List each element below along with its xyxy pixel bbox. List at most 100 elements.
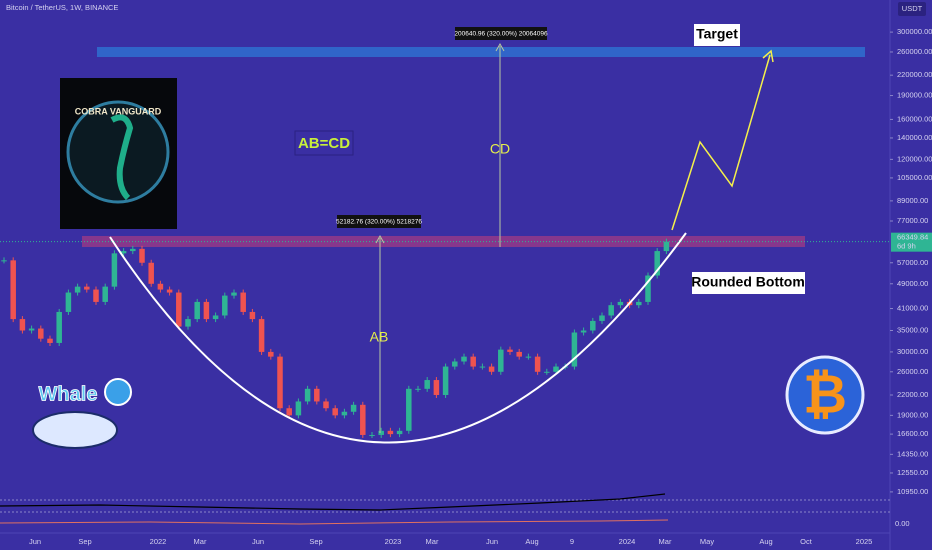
candle — [194, 301, 200, 320]
candle — [663, 241, 670, 252]
candle — [47, 338, 53, 343]
candle — [442, 366, 449, 395]
candle — [323, 401, 329, 409]
target-box — [694, 24, 740, 46]
candle — [28, 328, 35, 331]
candle — [56, 311, 62, 343]
y-tick-label: 35000.00 — [897, 325, 928, 334]
candle — [452, 361, 458, 367]
candle — [268, 351, 274, 357]
y-tick-label: 19000.00 — [897, 410, 928, 419]
candle — [433, 380, 440, 395]
candle — [185, 319, 191, 327]
candle — [148, 262, 154, 284]
candle — [571, 332, 578, 367]
x-tick-label: Mar — [659, 537, 672, 546]
cd-label: CD — [490, 141, 510, 157]
btc-symbol: ₿ — [803, 364, 847, 424]
abcd-box — [294, 130, 354, 156]
y-tick-label: 300000.00 — [897, 27, 932, 36]
candle — [636, 301, 642, 306]
candle — [341, 411, 348, 416]
candle — [249, 311, 256, 320]
cd-measure: 200640.96 (320.00%) 20064096 — [454, 31, 548, 38]
x-tick-label: 9 — [570, 537, 574, 546]
last-price-label: 66349.84 — [897, 233, 928, 242]
x-tick-label: Sep — [309, 537, 322, 546]
candle — [461, 356, 467, 362]
candle — [203, 301, 210, 320]
projection-path — [671, 54, 771, 231]
whale-badge — [104, 378, 132, 406]
candle — [396, 430, 403, 435]
pattern-box — [692, 272, 805, 294]
y-tick-label: 140000.00 — [897, 133, 932, 142]
symbol-title: Bitcoin / TetherUS, 1W, BINANCE — [6, 3, 118, 12]
candle — [111, 253, 118, 287]
y-tick-label: 120000.00 — [897, 154, 932, 163]
candle — [102, 286, 108, 302]
x-tick-label: Aug — [759, 537, 772, 546]
candle — [544, 371, 550, 373]
measure-box — [455, 27, 547, 40]
candles — [1, 238, 670, 438]
candle — [608, 305, 614, 316]
candle — [516, 351, 522, 357]
indicator-line — [0, 519, 669, 525]
y-tick-label: 41000.00 — [897, 304, 928, 313]
candle — [378, 430, 384, 435]
candle — [553, 366, 559, 372]
candle — [157, 283, 164, 290]
x-tick-label: Aug — [525, 537, 538, 546]
y-tick-label: 89000.00 — [897, 196, 928, 205]
candle — [424, 380, 430, 389]
candle — [212, 315, 219, 320]
candle — [10, 260, 16, 320]
x-tick-label: Jun — [29, 537, 41, 546]
y-tick-label: 57000.00 — [897, 258, 928, 267]
y-tick-label: 16600.00 — [897, 429, 928, 438]
candle — [65, 292, 72, 312]
x-tick-label: May — [700, 537, 714, 546]
candle — [231, 292, 237, 296]
candle — [84, 286, 90, 290]
candle — [19, 319, 26, 331]
candle — [525, 356, 532, 358]
last-price-box — [891, 232, 932, 252]
logo-text: COBRA VANGUARD — [75, 106, 162, 116]
countdown: 6d 9h — [897, 242, 916, 251]
candle — [654, 251, 660, 276]
x-axis: Jun Sep 2022 Mar Jun Sep 2023 Mar Jun Aug 9 2024 Mar… — [29, 537, 872, 546]
candle — [332, 408, 338, 416]
y-tick-label: 14350.00 — [897, 449, 928, 458]
arrow-head — [762, 49, 774, 63]
candle — [470, 356, 476, 367]
indicator-tick: 0.00 — [895, 519, 910, 528]
x-tick-label: 2024 — [619, 537, 636, 546]
target-zone — [97, 47, 865, 57]
y-tick-label: 22000.00 — [897, 390, 928, 399]
candle — [286, 408, 292, 416]
candle — [479, 366, 486, 368]
y-tick-label: 77000.00 — [897, 216, 928, 225]
indicator-line — [0, 493, 666, 511]
candle — [295, 401, 302, 416]
x-tick-label: Mar — [426, 537, 439, 546]
resistance-zone — [82, 236, 805, 247]
candle — [38, 328, 44, 339]
y-tick-label: 220000.00 — [897, 70, 932, 79]
candle — [415, 388, 421, 390]
candle — [222, 295, 228, 316]
candle — [74, 286, 81, 293]
candle — [120, 251, 127, 254]
candle — [617, 301, 624, 306]
ab-measure: 52182.76 (320.00%) 5218276 — [336, 219, 422, 226]
candle — [166, 289, 173, 293]
candle — [130, 248, 136, 252]
rounded-bottom-curve — [109, 232, 687, 444]
currency-box[interactable] — [898, 2, 926, 16]
y-tick-label: 260000.00 — [897, 47, 932, 56]
candle — [176, 292, 182, 327]
candle — [590, 320, 596, 331]
